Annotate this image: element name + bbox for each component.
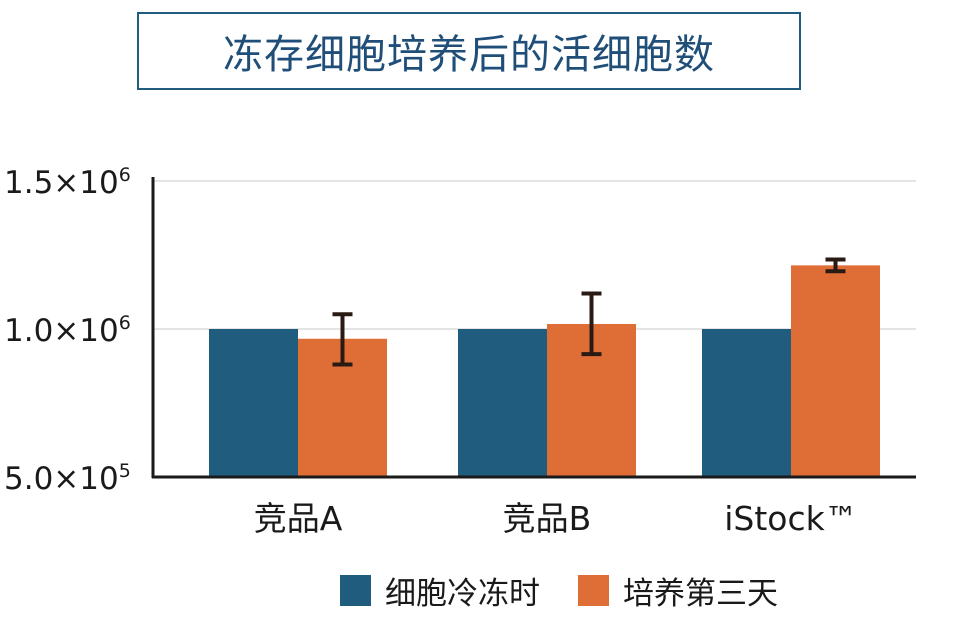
legend-swatch-day3 [578,574,609,606]
legend-label-day3: 培养第三天 [623,575,778,612]
y-tick-label-2: 1.5×106 [4,164,131,201]
chart-title: 冻存细胞培养后的活细胞数 [223,32,715,78]
x-tick-label-2: iStock™ [724,499,858,538]
legend-swatch-frozen [340,574,371,606]
y-tick-label-0: 5.0×105 [4,460,131,497]
legend-label-frozen: 细胞冷冻时 [385,575,540,612]
x-tick-label-1: 竞品B [503,499,592,538]
bar-frozen-2 [702,329,791,477]
legend-item-frozen: 细胞冷冻时 [340,568,540,613]
y-tick-label-1: 1.0×106 [4,312,131,349]
bar-day3-2 [791,265,880,477]
legend-item-day3: 培养第三天 [578,568,778,613]
bar-frozen-0 [209,329,298,477]
x-tick-label-0: 竞品A [254,499,343,538]
chart-legend: 细胞冷冻时 培养第三天 [340,568,816,612]
chart-title-box: 冻存细胞培养后的活细胞数 [137,12,801,90]
bar-frozen-1 [458,329,547,477]
